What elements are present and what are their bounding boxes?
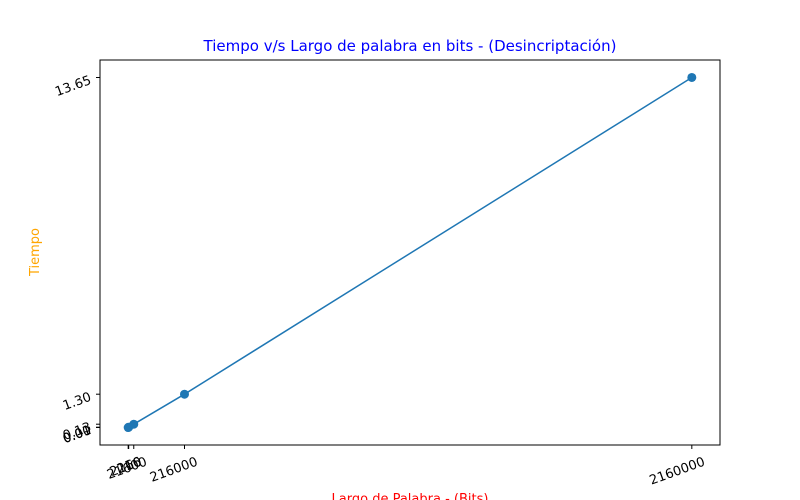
y-axis-label: Tiempo [28, 228, 43, 277]
data-point [179, 389, 189, 399]
data-point [129, 419, 139, 429]
chart-title: Tiempo v/s Largo de palabra en bits - (D… [203, 37, 617, 55]
data-point [687, 72, 697, 82]
plot-frame [99, 59, 721, 446]
x-axis-label: Largo de Palabra - (Bits) [332, 492, 489, 500]
